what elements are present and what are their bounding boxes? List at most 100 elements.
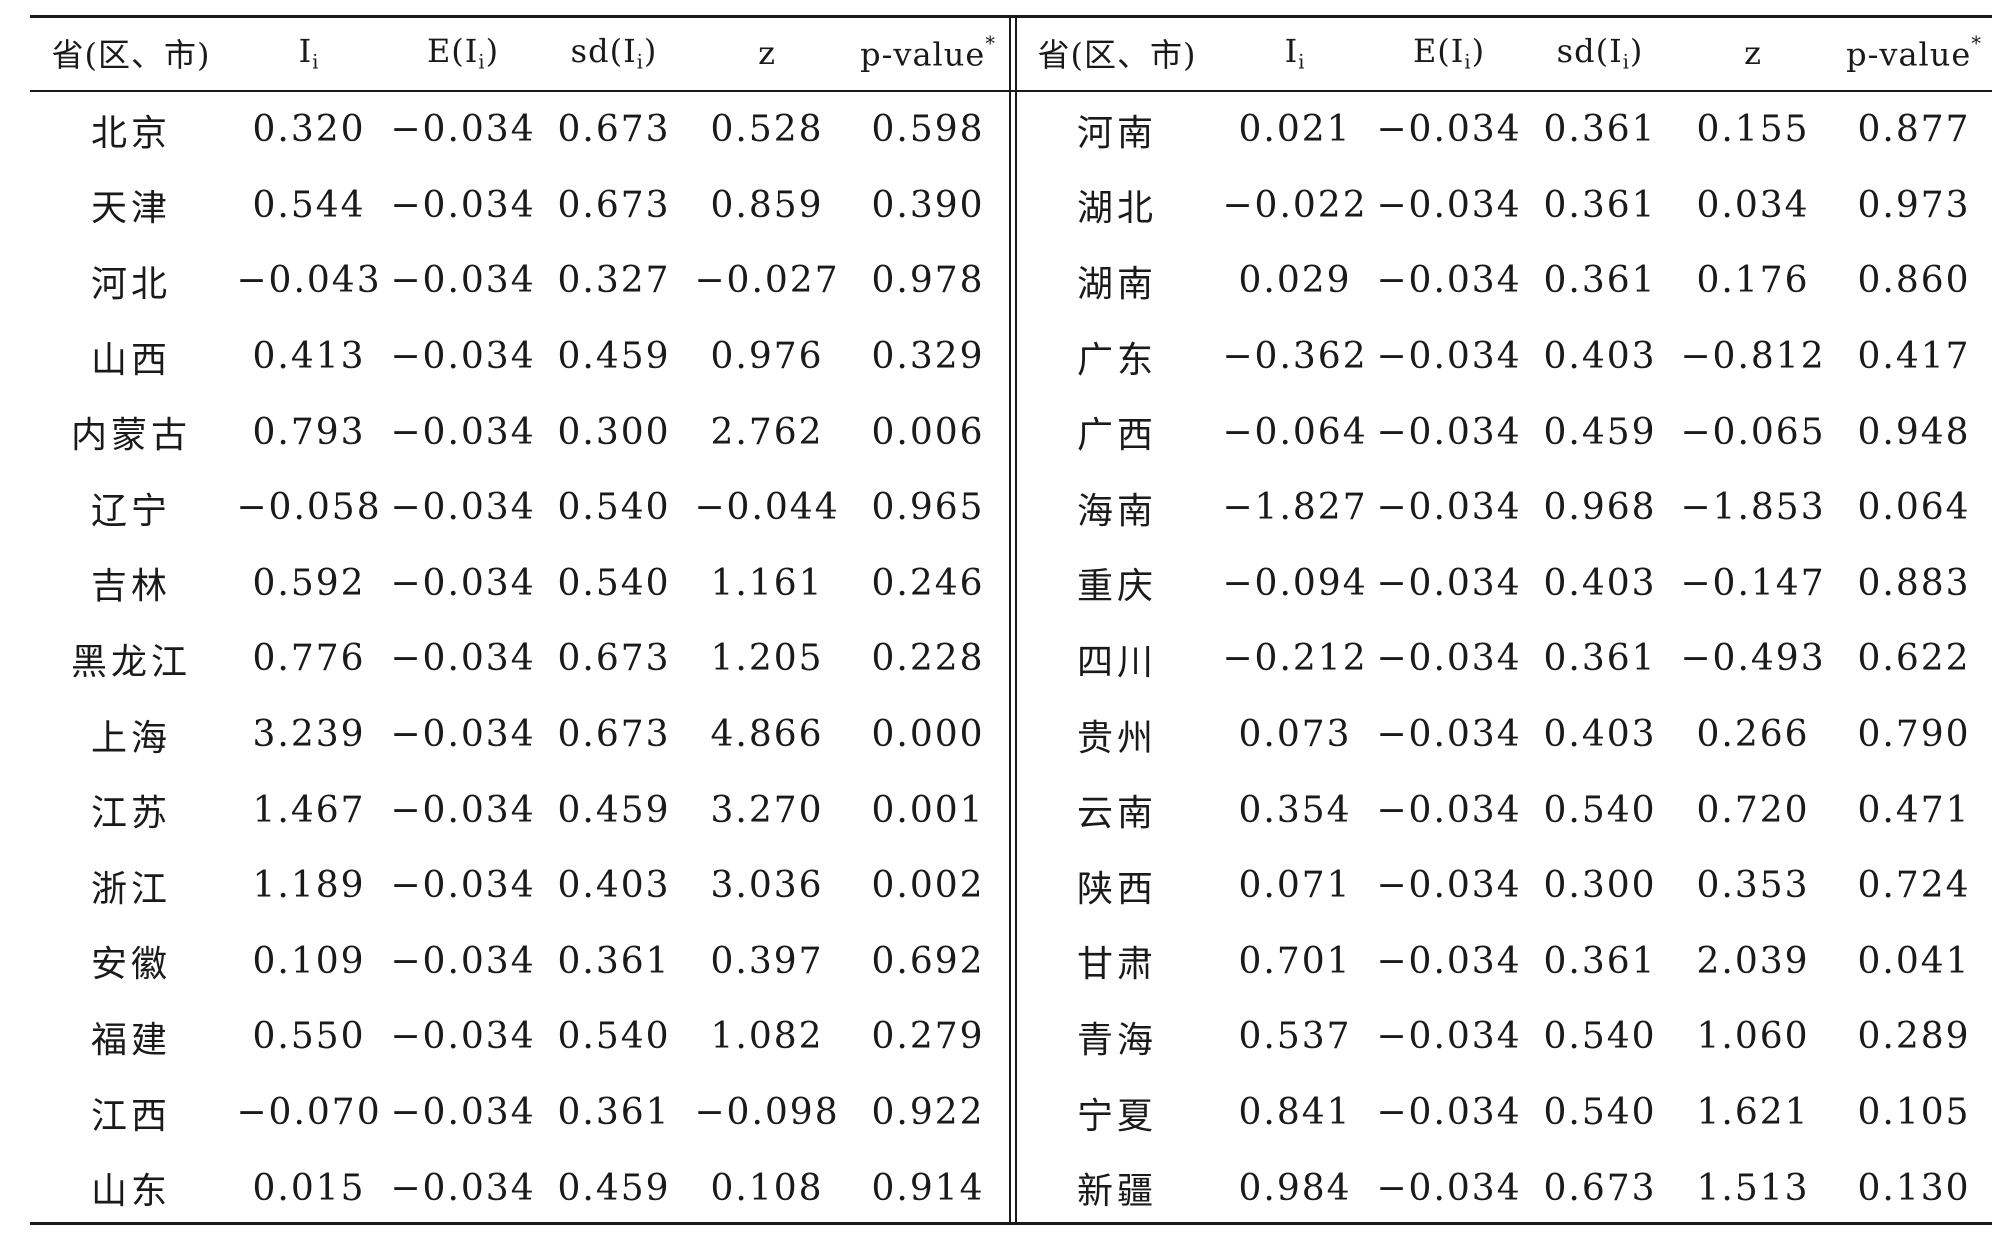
expected-i-cell: −0.034 (390, 336, 536, 378)
z-cell: 0.397 (710, 940, 824, 982)
p-value-cell: 0.041 (1857, 940, 1971, 982)
i-cell: 0.793 (252, 411, 366, 453)
region-cell: 海南 (1076, 490, 1157, 532)
region-cell: 安徽 (90, 944, 171, 986)
z-cell: 0.720 (1696, 789, 1810, 831)
header-p-value: p-value* (1846, 32, 1982, 74)
table-body-left: 北京 0.320 −0.034 0.673 0.528 0.598 天津 0.544 −0.03… (30, 92, 1010, 1226)
region-cell: 云南 (1076, 793, 1157, 835)
region-cell: 广西 (1076, 415, 1157, 457)
z-cell: 0.176 (1696, 260, 1810, 302)
p-value-cell: 0.724 (1857, 865, 1971, 907)
sd-i-cell: 0.540 (557, 487, 671, 529)
region-cell: 吉林 (90, 566, 171, 608)
i-cell: −0.064 (1222, 411, 1368, 453)
region-cell: 陕西 (1076, 868, 1157, 910)
table-row: 陕西 0.071 −0.034 0.300 0.353 0.724 (1016, 848, 1992, 924)
p-value-cell: 0.692 (871, 940, 985, 982)
p-value-cell: 0.598 (871, 109, 985, 151)
sd-i-cell: 0.673 (557, 184, 671, 226)
table-row: 黑龙江 0.776 −0.034 0.673 1.205 0.228 (30, 621, 1010, 697)
z-cell: 1.205 (710, 638, 824, 680)
header-sd-i: sd(Ii) (1556, 32, 1644, 74)
expected-i-cell: −0.034 (1376, 260, 1522, 302)
region-cell: 湖南 (1076, 263, 1157, 305)
p-value-cell: 0.289 (1857, 1016, 1971, 1058)
bottom-rule (30, 1222, 1992, 1225)
sd-i-cell: 0.300 (557, 411, 671, 453)
header-z: z (758, 34, 776, 72)
table-row: 青海 0.537 −0.034 0.540 1.060 0.289 (1016, 999, 1992, 1075)
table-row: 重庆 −0.094 −0.034 0.403 −0.147 0.883 (1016, 546, 1992, 622)
expected-i-cell: −0.034 (390, 638, 536, 680)
region-cell: 宁夏 (1076, 1095, 1157, 1137)
i-cell: 0.841 (1238, 1092, 1352, 1134)
table-row: 新疆 0.984 −0.034 0.673 1.513 0.130 (1016, 1150, 1992, 1226)
p-value-cell: 0.948 (1857, 411, 1971, 453)
table-row: 江苏 1.467 −0.034 0.459 3.270 0.001 (30, 772, 1010, 848)
region-cell: 浙江 (90, 868, 171, 910)
region-cell: 山东 (90, 1171, 171, 1213)
z-cell: 0.528 (710, 109, 824, 151)
p-value-cell: 0.471 (1857, 789, 1971, 831)
sd-i-cell: 0.673 (1543, 1167, 1657, 1209)
expected-i-cell: −0.034 (390, 714, 536, 756)
p-value-cell: 0.105 (1857, 1092, 1971, 1134)
table-row: 江西 −0.070 −0.034 0.361 −0.098 0.922 (30, 1075, 1010, 1151)
table-row: 山西 0.413 −0.034 0.459 0.976 0.329 (30, 319, 1010, 395)
expected-i-cell: −0.034 (1376, 109, 1522, 151)
region-cell: 河南 (1076, 112, 1157, 154)
z-cell: −0.098 (694, 1092, 840, 1134)
expected-i-cell: −0.034 (1376, 184, 1522, 226)
table-row: 安徽 0.109 −0.034 0.361 0.397 0.692 (30, 924, 1010, 1000)
region-cell: 贵州 (1076, 717, 1157, 759)
expected-i-cell: −0.034 (1376, 865, 1522, 907)
p-value-cell: 0.064 (1857, 487, 1971, 529)
table-body-right: 河南 0.021 −0.034 0.361 0.155 0.877 湖北 −0.022 −0.0… (1016, 92, 1992, 1226)
i-cell: 0.544 (252, 184, 366, 226)
p-value-cell: 0.877 (1857, 109, 1971, 151)
i-cell: 0.413 (252, 336, 366, 378)
i-cell: −0.043 (236, 260, 382, 302)
p-value-cell: 0.390 (871, 184, 985, 226)
region-cell: 甘肃 (1076, 944, 1157, 986)
header-expected-i: E(Ii) (426, 32, 500, 74)
sd-i-cell: 0.403 (1543, 714, 1657, 756)
z-cell: 1.621 (1696, 1092, 1810, 1134)
z-cell: −0.027 (694, 260, 840, 302)
z-cell: 0.976 (710, 336, 824, 378)
table-half-right: 省(区、市) Ii E(Ii) sd(Ii) z p-value* 河南 0.02… (1016, 16, 1992, 1222)
table-row: 河北 −0.043 −0.034 0.327 −0.027 0.978 (30, 243, 1010, 319)
i-cell: −0.362 (1222, 336, 1368, 378)
region-cell: 黑龙江 (70, 641, 191, 683)
sd-i-cell: 0.361 (1543, 638, 1657, 680)
p-value-cell: 0.790 (1857, 714, 1971, 756)
table-row: 浙江 1.189 −0.034 0.403 3.036 0.002 (30, 848, 1010, 924)
table-row: 河南 0.021 −0.034 0.361 0.155 0.877 (1016, 92, 1992, 168)
i-cell: 0.073 (1238, 714, 1352, 756)
header-rule (30, 90, 1992, 92)
region-cell: 山西 (90, 339, 171, 381)
expected-i-cell: −0.034 (390, 487, 536, 529)
sd-i-cell: 0.403 (557, 865, 671, 907)
table-half-left: 省(区、市) Ii E(Ii) sd(Ii) z p-value* 北京 0.32… (30, 16, 1010, 1222)
table-row: 辽宁 −0.058 −0.034 0.540 −0.044 0.965 (30, 470, 1010, 546)
z-cell: 1.060 (1696, 1016, 1810, 1058)
top-rule (30, 15, 1992, 18)
expected-i-cell: −0.034 (390, 260, 536, 302)
expected-i-cell: −0.034 (1376, 1016, 1522, 1058)
i-cell: 0.354 (1238, 789, 1352, 831)
expected-i-cell: −0.034 (390, 789, 536, 831)
header-row: 省(区、市) Ii E(Ii) sd(Ii) z p-value* (1016, 16, 1992, 90)
column-divider-right-line (1015, 15, 1017, 1225)
expected-i-cell: −0.034 (1376, 1167, 1522, 1209)
header-region: 省(区、市) (51, 36, 211, 74)
sd-i-cell: 0.459 (557, 1167, 671, 1209)
table-row: 湖北 −0.022 −0.034 0.361 0.034 0.973 (1016, 168, 1992, 244)
expected-i-cell: −0.034 (1376, 336, 1522, 378)
p-value-cell: 0.922 (871, 1092, 985, 1134)
p-value-cell: 0.329 (871, 336, 985, 378)
header-i: Ii (298, 32, 320, 74)
p-value-cell: 0.002 (871, 865, 985, 907)
